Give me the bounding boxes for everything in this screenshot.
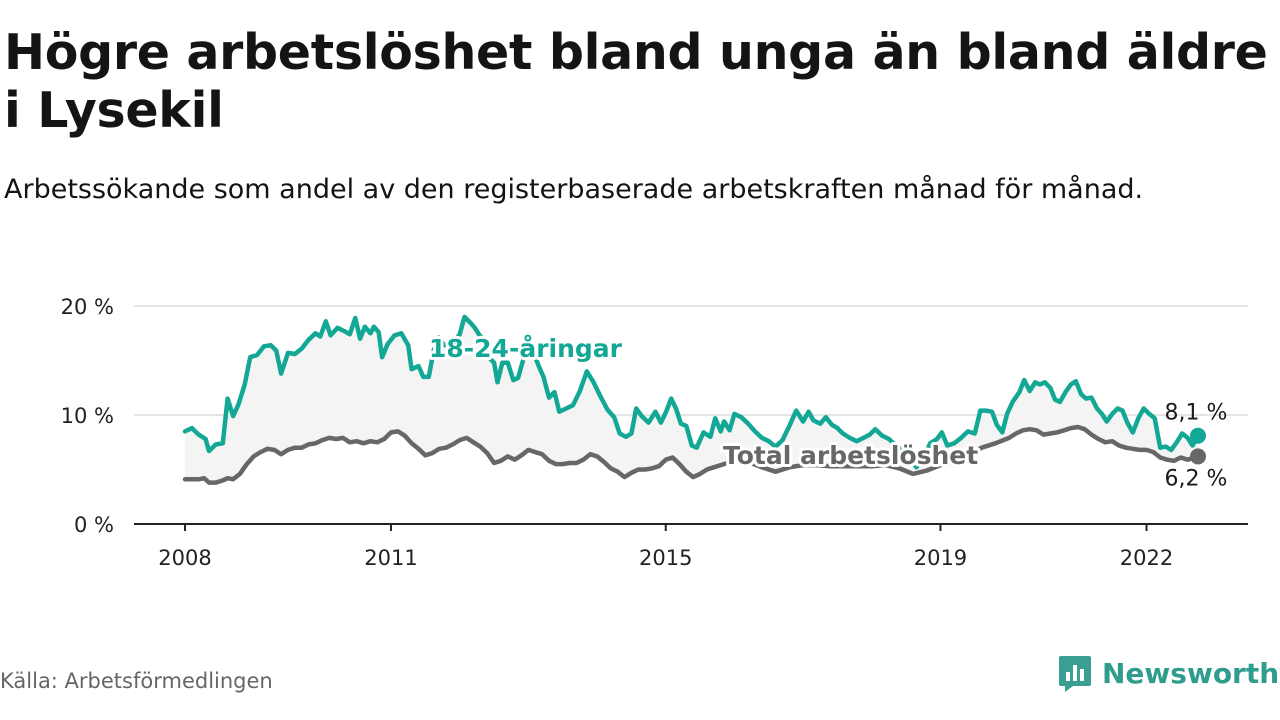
x-tick-label: 2019: [914, 546, 967, 570]
series-label-youth: 18-24-åringar: [429, 334, 623, 363]
y-tick-label: 20 %: [61, 295, 114, 319]
end-marker-youth: [1190, 427, 1206, 444]
series-label-total: Total arbetslöshet: [723, 441, 978, 470]
end-marker-total: [1190, 448, 1206, 465]
newsworthy-logo-icon: [1059, 656, 1091, 692]
source-note: Källa: Arbetsförmedlingen: [0, 669, 273, 693]
line-chart: 0 % 10 % 20 % 2008 2011 2015 2019 2022 8,1 % 6,2…: [61, 295, 1248, 570]
y-tick-label: 10 %: [61, 404, 114, 428]
x-tick-label: 2022: [1120, 546, 1173, 570]
series-line-total: [182, 424, 1201, 485]
end-label-youth: 8,1 %: [1165, 401, 1228, 426]
end-label-total: 6,2 %: [1165, 466, 1228, 491]
shaded-band: [185, 316, 1198, 483]
x-tick-label: 2011: [364, 546, 417, 570]
brand[interactable]: Newsworthy: [1058, 654, 1280, 692]
chart-subtitle: Arbetssökande som andel av den registerb…: [4, 174, 1144, 205]
chart-title: Högre arbetslöshet bland unga än bland ä…: [4, 24, 1268, 139]
x-tick-label: 2015: [639, 546, 692, 570]
y-tick-label: 0 %: [74, 513, 114, 537]
brand-name: Newsworthy: [1102, 656, 1280, 690]
series-line-youth: [182, 314, 1201, 470]
x-tick-label: 2008: [158, 546, 211, 570]
